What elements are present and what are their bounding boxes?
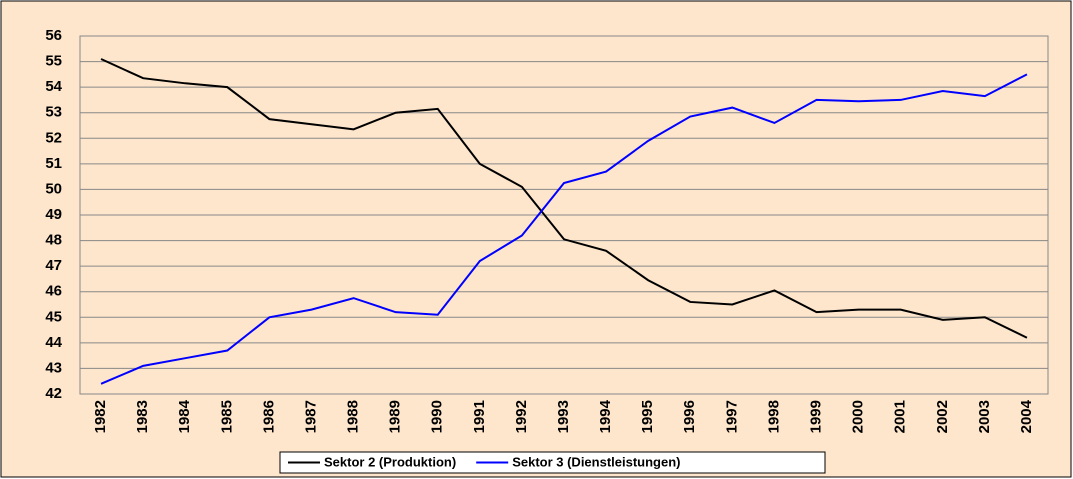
x-tick-label: 1993	[555, 400, 572, 433]
x-tick-label: 1984	[176, 399, 193, 433]
x-tick-label: 2004	[1018, 399, 1035, 433]
y-tick-label: 55	[45, 53, 62, 70]
x-tick-label: 2001	[892, 400, 909, 433]
x-tick-label: 2002	[934, 400, 951, 433]
x-tick-label: 1997	[723, 400, 740, 433]
legend-label: Sektor 2 (Produktion)	[324, 454, 456, 469]
y-tick-label: 46	[45, 283, 62, 300]
x-tick-label: 1996	[681, 400, 698, 433]
line-series	[100, 73, 1028, 385]
y-tick-label: 54	[45, 78, 62, 95]
y-tick-label: 52	[45, 129, 62, 146]
y-tick-label: 51	[45, 155, 62, 172]
x-tick-label: 1983	[134, 400, 151, 433]
legend-box	[279, 451, 826, 474]
x-tick-label: 1988	[345, 400, 362, 433]
x-tick-label: 1999	[807, 400, 824, 433]
x-tick-label: 1991	[471, 400, 488, 433]
x-tick-label: 1986	[260, 400, 277, 433]
y-tick-label: 45	[45, 308, 62, 325]
x-tick-label: 1987	[302, 400, 319, 433]
legend-label: Sektor 3 (Dienstleistungen)	[512, 454, 680, 469]
y-tick-label: 42	[45, 385, 62, 402]
y-tick-label: 47	[45, 257, 62, 274]
y-tick-label: 50	[45, 180, 62, 197]
y-tick-label: 44	[45, 334, 62, 351]
x-tick-label: 1994	[597, 399, 614, 433]
x-tick-label: 1989	[387, 400, 404, 433]
y-tick-label: 56	[45, 27, 62, 44]
y-tick-label: 49	[45, 206, 62, 223]
x-tick-label: 1995	[639, 400, 656, 433]
x-tick-label: 1990	[429, 400, 446, 433]
x-tick-label: 2003	[976, 400, 993, 433]
y-tick-label: 53	[45, 104, 62, 121]
line-series	[100, 58, 1028, 339]
y-tick-label: 43	[45, 359, 62, 376]
x-tick-label: 1998	[765, 400, 782, 433]
x-tick-label: 2000	[850, 400, 867, 433]
legend: Sektor 2 (Produktion) Sektor 3 (Dienstlei…	[279, 451, 826, 474]
y-tick-label: 48	[45, 232, 62, 249]
x-tick-label: 1992	[513, 400, 530, 433]
x-tick-label: 1985	[218, 400, 235, 433]
x-tick-label: 1982	[92, 400, 109, 433]
